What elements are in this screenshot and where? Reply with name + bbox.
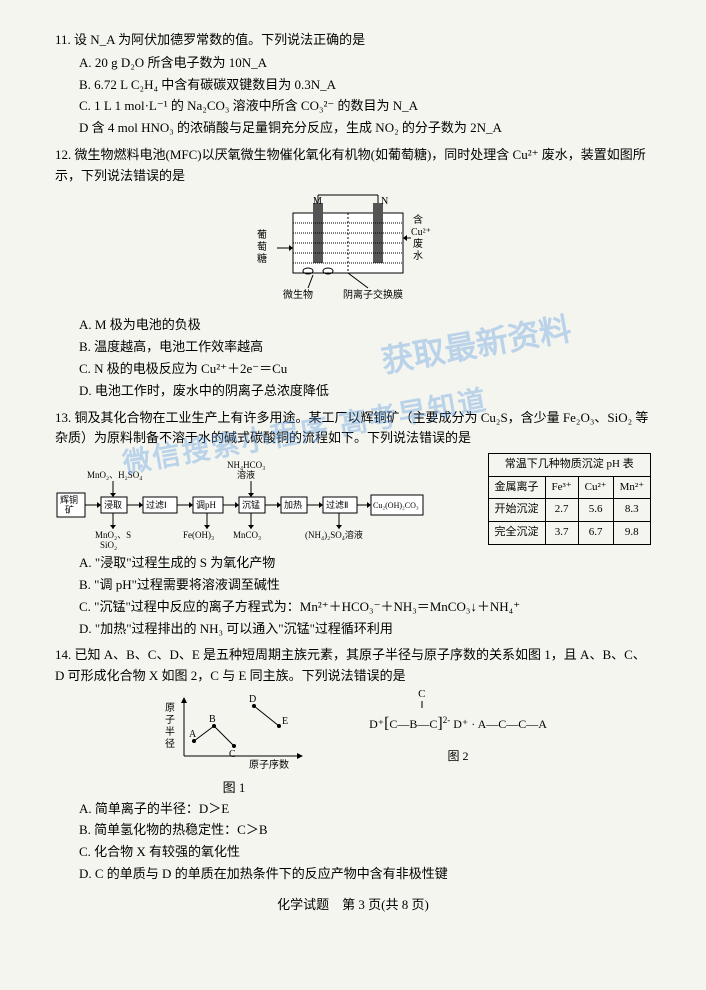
svg-text:过滤Ⅰ: 过滤Ⅰ [146, 499, 167, 510]
flow-diagram: 辉铜矿 浸取 MnO₂、H₂SO₄ MnO₂、SSiO₂ 过滤Ⅰ 调pH Fe(… [55, 453, 425, 553]
svg-text:含: 含 [413, 213, 423, 226]
q13-opt-a: A. "浸取"过程生成的 S 为氧化产物 [55, 553, 651, 574]
r2c3: 9.8 [613, 521, 650, 544]
svg-text:溶液: 溶液 [237, 469, 255, 480]
q12-opt-d: D. 电池工作时，废水中的阴离子总浓度降低 [55, 381, 651, 402]
ph-table: 常温下几种物质沉淀 pH 表 金属离子 Fe³⁺ Cu²⁺ Mn²⁺ 开始沉淀 … [488, 453, 651, 544]
svg-text:萄: 萄 [257, 240, 267, 253]
col-2: Cu²⁺ [578, 476, 613, 499]
col-0: 金属离子 [488, 476, 545, 499]
r2c0: 完全沉淀 [488, 521, 545, 544]
q13-head: 13. 铜及其化合物在工业生产上有许多用途。某工厂以辉铜矿（主要成分为 Cu₂S… [55, 408, 651, 450]
question-12: 12. 微生物燃料电池(MFC)以厌氧微生物催化氧化有机物(如葡萄糖)，同时处理… [55, 145, 651, 402]
svg-text:子: 子 [165, 714, 175, 726]
fig2-caption: 图 2 [369, 747, 547, 766]
svg-text:废: 废 [413, 237, 423, 250]
fig-2: C‖ D⁺[C—B—C]2- D⁺ · A—C—C—A 图 2 [369, 691, 547, 799]
svg-text:辉铜: 辉铜 [60, 494, 78, 505]
r2c2: 6.7 [578, 521, 613, 544]
fig1-caption: 图 1 [159, 778, 309, 799]
q12-opt-b: B. 温度越高，电池工作效率越高 [55, 337, 651, 358]
svg-text:MnCO₃: MnCO₃ [233, 530, 261, 540]
svg-text:原: 原 [165, 702, 175, 714]
q14-figures: 原子半径 原子序数 A B C D E 图 1 C‖ D⁺[C—B—C]2- D… [55, 691, 651, 799]
r1c3: 8.3 [613, 499, 650, 522]
svg-text:Cu²⁺: Cu²⁺ [411, 227, 431, 238]
svg-text:微生物: 微生物 [283, 288, 313, 301]
q12-head: 12. 微生物燃料电池(MFC)以厌氧微生物催化氧化有机物(如葡萄糖)，同时处理… [55, 145, 651, 187]
svg-text:D: D [249, 694, 256, 705]
svg-text:MnO₂、S: MnO₂、S [95, 530, 131, 540]
svg-text:半: 半 [165, 725, 175, 738]
q12-opt-a: A. M 极为电池的负极 [55, 315, 651, 336]
svg-text:SiO₂: SiO₂ [100, 540, 117, 550]
col-1: Fe³⁺ [545, 476, 578, 499]
q13-flow-and-table: 辉铜矿 浸取 MnO₂、H₂SO₄ MnO₂、SSiO₂ 过滤Ⅰ 调pH Fe(… [55, 453, 651, 553]
svg-text:加热: 加热 [284, 499, 302, 510]
svg-text:C: C [229, 749, 236, 760]
svg-text:沉锰: 沉锰 [242, 499, 260, 510]
label-m: M [313, 196, 322, 207]
svg-text:水: 水 [413, 250, 423, 262]
svg-text:E: E [282, 716, 288, 727]
question-11: 11. 设 N_A 为阿伏加德罗常数的值。下列说法正确的是 A. 20 g D₂… [55, 30, 651, 139]
svg-text:Fe(OH)₃: Fe(OH)₃ [183, 530, 214, 540]
r1c1: 2.7 [545, 499, 578, 522]
q14-head: 14. 已知 A、B、C、D、E 是五种短周期主族元素，其原子半径与原子序数的关… [55, 645, 651, 687]
fig-1: 原子半径 原子序数 A B C D E 图 1 [159, 691, 309, 799]
label-n: N [381, 196, 388, 207]
q12-figure: M N 葡萄糖 含Cu²⁺废水 微生物 阴离子交换膜 [55, 193, 651, 310]
r1c0: 开始沉淀 [488, 499, 545, 522]
q11-opt-b: B. 6.72 L C₂H₄ 中含有碳碳双键数目为 0.3N_A [55, 75, 651, 96]
svg-text:MnO₂、H₂SO₄: MnO₂、H₂SO₄ [87, 470, 142, 480]
q14-opt-d: D. C 的单质与 D 的单质在加热条件下的反应产物中含有非极性键 [55, 864, 651, 885]
svg-text:浸取: 浸取 [104, 500, 122, 510]
exam-page: 11. 设 N_A 为阿伏加德罗常数的值。下列说法正确的是 A. 20 g D₂… [0, 0, 706, 936]
svg-text:矿: 矿 [65, 504, 74, 515]
q14-opt-c: C. 化合物 X 有较强的氧化性 [55, 842, 651, 863]
q12-opt-c: C. N 极的电极反应为 Cu²⁺＋2e⁻＝Cu [55, 359, 651, 380]
q13-opt-c: C. "沉锰"过程中反应的离子方程式为：Mn²⁺＋HCO₃⁻＋NH₃＝MnCO₃… [55, 597, 651, 618]
question-13: 13. 铜及其化合物在工业生产上有许多用途。某工厂以辉铜矿（主要成分为 Cu₂S… [55, 408, 651, 640]
svg-text:NH₄HCO₃: NH₄HCO₃ [227, 460, 265, 470]
q13-opt-b: B. "调 pH"过程需要将溶液调至碱性 [55, 575, 651, 596]
table-title: 常温下几种物质沉淀 pH 表 [488, 454, 650, 477]
r2c1: 3.7 [545, 521, 578, 544]
svg-text:阴离子交换膜: 阴离子交换膜 [343, 288, 403, 301]
col-3: Mn²⁺ [613, 476, 650, 499]
svg-text:A: A [189, 729, 197, 740]
svg-text:Cu₂(OH)₂CO₃: Cu₂(OH)₂CO₃ [373, 501, 419, 510]
q14-opt-b: B. 简单氢化物的热稳定性：C＞B [55, 820, 651, 841]
svg-text:过滤Ⅱ: 过滤Ⅱ [326, 499, 348, 510]
q11-opt-d: D 含 4 mol HNO₃ 的浓硝酸与足量铜充分反应，生成 NO₂ 的分子数为… [55, 118, 651, 139]
svg-text:糖: 糖 [257, 252, 267, 265]
page-footer: 化学试题 第 3 页(共 8 页) [55, 895, 651, 916]
svg-text:葡: 葡 [257, 228, 267, 241]
q11-head: 11. 设 N_A 为阿伏加德罗常数的值。下列说法正确的是 [55, 30, 651, 51]
r1c2: 5.6 [578, 499, 613, 522]
svg-text:(NH₄)₂SO₄溶液: (NH₄)₂SO₄溶液 [305, 529, 363, 540]
svg-text:B: B [209, 714, 216, 725]
svg-text:原子序数: 原子序数 [249, 758, 289, 771]
q11-opt-a: A. 20 g D₂O 所含电子数为 10N_A [55, 53, 651, 74]
q14-opt-a: A. 简单离子的半径：D＞E [55, 799, 651, 820]
q11-opt-c: C. 1 L 1 mol·L⁻¹ 的 Na₂CO₃ 溶液中所含 CO₃²⁻ 的数… [55, 96, 651, 117]
question-14: 14. 已知 A、B、C、D、E 是五种短周期主族元素，其原子半径与原子序数的关… [55, 645, 651, 884]
mfc-diagram: M N 葡萄糖 含Cu²⁺废水 微生物 阴离子交换膜 [253, 193, 453, 303]
q13-opt-d: D. "加热"过程排出的 NH₃ 可以通入"沉锰"过程循环利用 [55, 619, 651, 640]
svg-text:调pH: 调pH [196, 500, 217, 510]
svg-text:径: 径 [165, 737, 175, 750]
